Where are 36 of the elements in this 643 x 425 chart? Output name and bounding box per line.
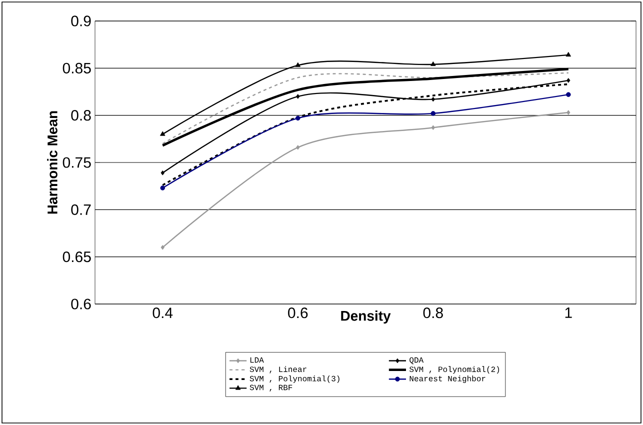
point xyxy=(160,170,164,176)
point xyxy=(160,245,164,250)
legend-label: SVM , Polynomial(3) xyxy=(250,375,340,383)
point xyxy=(430,111,436,116)
legend-label: QDA xyxy=(410,357,424,364)
point xyxy=(566,92,571,97)
point xyxy=(160,186,166,190)
point xyxy=(296,94,300,99)
point xyxy=(295,116,300,121)
x-tick-label: 0.8 xyxy=(423,308,443,318)
point xyxy=(431,125,435,130)
x-axis-title: Density xyxy=(341,310,391,324)
point xyxy=(160,131,166,136)
x-tick-label: 0.4 xyxy=(152,308,173,318)
point xyxy=(296,145,300,150)
legend-label: SVM , Linear xyxy=(250,366,306,374)
point xyxy=(431,96,435,102)
legend-label: SVM , Polynomial(2) xyxy=(410,366,500,374)
legend-label: SVM , RBF xyxy=(250,384,292,392)
y-tick-label: 0.85 xyxy=(62,62,91,74)
y-axis-title: Harmonic Mean xyxy=(47,111,58,214)
y-tick-label: 0.8 xyxy=(71,110,91,121)
y-tick-label: 0.9 xyxy=(71,16,91,26)
point xyxy=(566,52,572,57)
y-tick-label: 0.65 xyxy=(62,252,91,262)
y-tick-label: 0.75 xyxy=(62,157,91,168)
y-tick-label: 0.6 xyxy=(71,298,91,310)
point xyxy=(566,110,570,115)
point xyxy=(430,61,436,66)
x-tick-label: 1 xyxy=(565,308,572,318)
point xyxy=(295,62,301,67)
y-tick-label: 0.7 xyxy=(71,204,91,215)
legend-label: LDA xyxy=(250,357,264,363)
legend-label: Nearest Neighbor xyxy=(410,375,486,383)
x-tick-label: 0.6 xyxy=(288,308,308,318)
point xyxy=(566,78,570,83)
